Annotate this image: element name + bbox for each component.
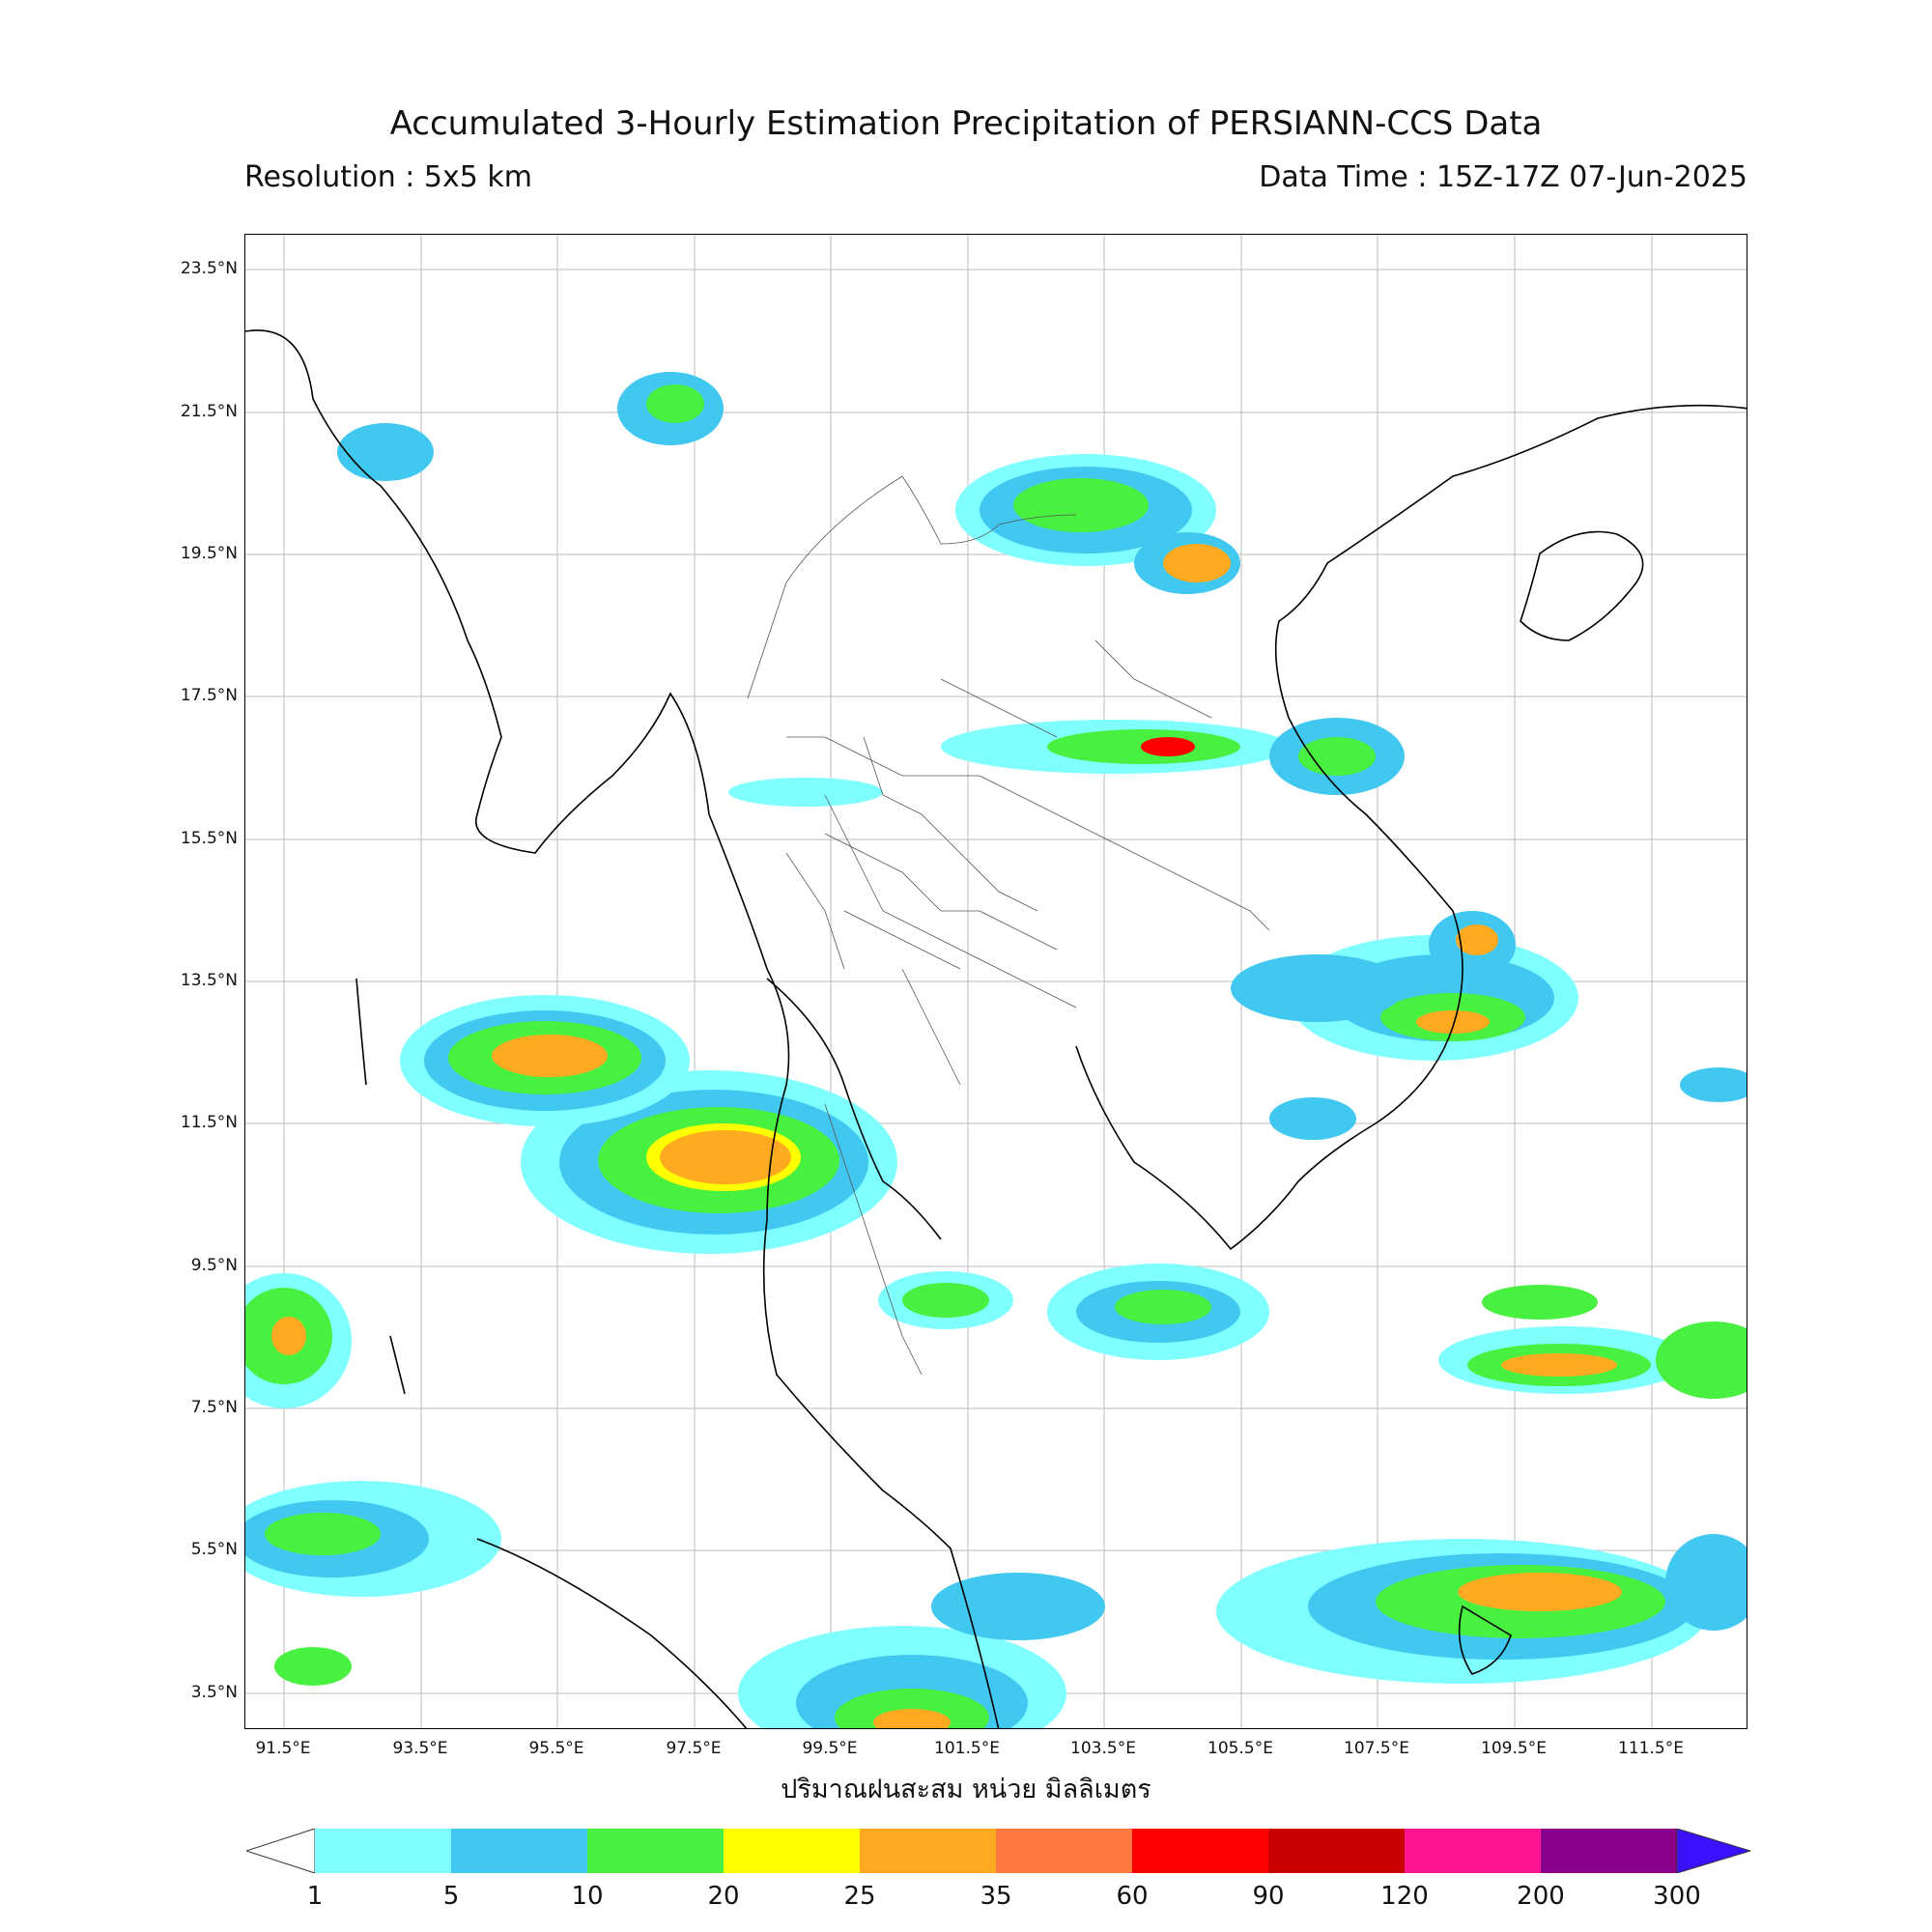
colorbar-segment [860, 1829, 996, 1873]
x-axis-title: ปริมาณฝนสะสม หน่วย มิลลิเมตร [781, 1775, 1151, 1804]
colorbar-segment [587, 1829, 724, 1873]
colorbar-tick-label: 20 [707, 1882, 740, 1911]
rain-cell [646, 384, 704, 423]
rain-cell [1416, 1010, 1490, 1034]
rain-cell [931, 1573, 1105, 1640]
grid-lines [245, 235, 1747, 1728]
rain-cell [337, 423, 434, 481]
lon-label: 91.5°E [255, 1739, 311, 1758]
rain-cell [835, 1689, 989, 1728]
rain-cell [1141, 737, 1195, 756]
rain-cell [274, 1647, 352, 1686]
rain-cell [1456, 924, 1498, 955]
colorbar-tick-label: 5 [442, 1882, 460, 1911]
colorbar-tick-label: 10 [571, 1882, 604, 1911]
rain-cell [1269, 1097, 1356, 1140]
lon-label: 93.5°E [392, 1739, 448, 1758]
lat-label: 15.5°N [180, 829, 238, 848]
colorbar-tick-label: 1 [306, 1882, 324, 1911]
rain-cell [1013, 478, 1149, 532]
colorbar-segment [315, 1829, 451, 1873]
colorbar-tick-label: 90 [1252, 1882, 1285, 1911]
rain-cell [1163, 544, 1231, 582]
colorbar-tick-label: 200 [1517, 1882, 1565, 1911]
lon-label: 103.5°E [1070, 1739, 1136, 1758]
lat-label: 3.5°N [190, 1683, 238, 1702]
colorbar-segment [1268, 1829, 1405, 1873]
lon-label: 101.5°E [934, 1739, 1000, 1758]
data-time-label: Data Time : 15Z-17Z 07-Jun-2025 [1259, 160, 1747, 194]
lon-label: 111.5°E [1618, 1739, 1684, 1758]
rain-areas [245, 372, 1747, 1728]
rain-cell [873, 1709, 951, 1728]
rain-cell [492, 1035, 608, 1077]
colorbar-segment [451, 1829, 587, 1873]
colorbar-segment [1541, 1829, 1677, 1873]
map-title: Accumulated 3-Hourly Estimation Precipit… [389, 104, 1543, 143]
resolution-label: Resolution : 5x5 km [244, 160, 532, 194]
rain-cell [1482, 1285, 1598, 1320]
rain-cell [1298, 737, 1376, 776]
colorbar-tick-label: 60 [1116, 1882, 1149, 1911]
rain-cell [1458, 1573, 1622, 1611]
lat-label: 13.5°N [180, 971, 238, 990]
lat-label: 21.5°N [180, 402, 238, 421]
precipitation-map [244, 234, 1747, 1729]
colorbar-svg [244, 1828, 1752, 1874]
rain-cell [1231, 954, 1405, 1022]
rain-cell [1680, 1067, 1747, 1102]
lon-label: 105.5°E [1208, 1739, 1273, 1758]
lat-label: 7.5°N [190, 1398, 238, 1417]
rain-cell [271, 1317, 306, 1355]
rain-cell [265, 1513, 381, 1555]
lon-label: 99.5°E [802, 1739, 858, 1758]
rain-cell [902, 1283, 989, 1318]
colorbar [244, 1828, 1752, 1874]
colorbar-segment [996, 1829, 1132, 1873]
colorbar-segment [1132, 1829, 1268, 1873]
lat-label: 23.5°N [180, 259, 238, 278]
rain-cell [660, 1130, 791, 1184]
rain-cell [728, 778, 883, 807]
rain-cell [1656, 1321, 1747, 1399]
lon-label: 109.5°E [1481, 1739, 1547, 1758]
colorbar-tick-label: 120 [1380, 1882, 1429, 1911]
coastlines [245, 329, 1747, 1728]
lat-label: 11.5°N [180, 1113, 238, 1132]
lon-label: 107.5°E [1344, 1739, 1409, 1758]
rain-cell [1115, 1290, 1211, 1324]
admin-borders [747, 475, 1270, 1376]
rain-cell [1665, 1534, 1747, 1631]
colorbar-low-arrow [244, 1828, 316, 1874]
lat-label: 17.5°N [180, 686, 238, 705]
lat-label: 19.5°N [180, 544, 238, 563]
lat-label: 5.5°N [190, 1540, 238, 1559]
map-canvas [245, 235, 1747, 1728]
colorbar-high-arrow [1676, 1828, 1752, 1874]
colorbar-tick-label: 25 [843, 1882, 876, 1911]
colorbar-tick-label: 300 [1653, 1882, 1701, 1911]
lon-label: 97.5°E [666, 1739, 722, 1758]
lat-label: 9.5°N [190, 1256, 238, 1275]
lon-label: 95.5°E [528, 1739, 584, 1758]
rain-cell [1501, 1353, 1617, 1377]
colorbar-tick-label: 35 [980, 1882, 1012, 1911]
colorbar-segment [724, 1829, 860, 1873]
colorbar-segment [1405, 1829, 1541, 1873]
